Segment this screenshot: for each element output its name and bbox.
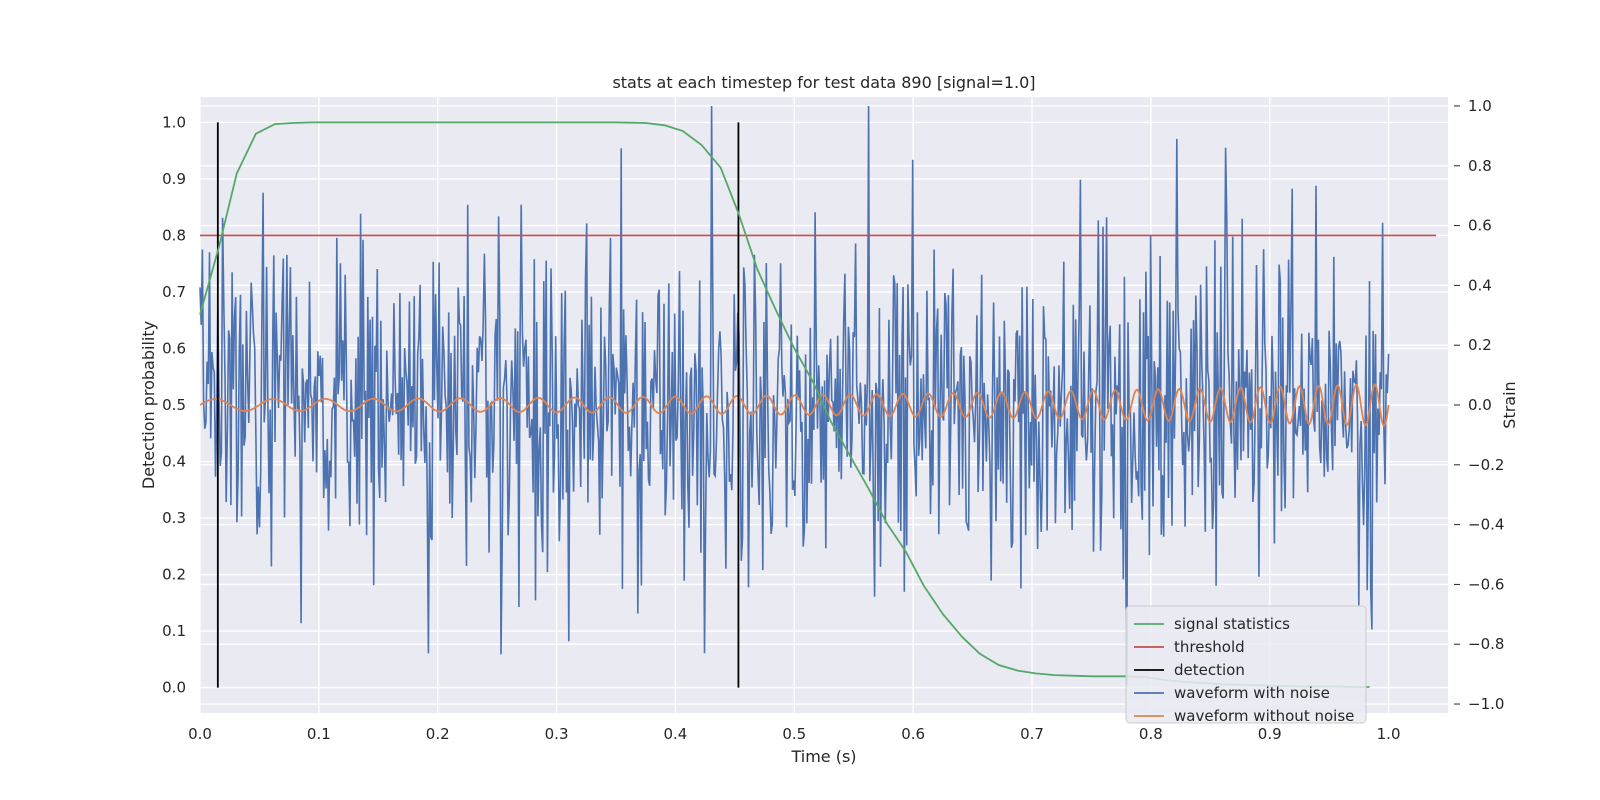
x-axis: 0.0 0.1 0.2 0.3 0.4 0.5 0.6 0.7 0.8 0.9 1.0 (188, 725, 1400, 743)
legend-label: threshold (1174, 638, 1245, 656)
left-y-axis: 0.0 0.1 0.2 0.3 0.4 0.5 0.6 0.7 0.8 0.9 1.0 (162, 113, 186, 696)
y-left-tick-label: 0.6 (162, 339, 186, 357)
x-tick-label: 0.3 (545, 725, 569, 743)
y-left-tick-label: 1.0 (162, 113, 186, 131)
x-axis-label: Time (s) (790, 747, 856, 766)
y-right-tick-label: −0.8 (1468, 635, 1504, 653)
y-right-tick-label: −0.6 (1468, 575, 1504, 593)
y-right-tick-label: 0.2 (1468, 336, 1492, 354)
legend-label: signal statistics (1174, 615, 1290, 633)
legend-label: waveform with noise (1174, 684, 1330, 702)
x-tick-label: 0.2 (426, 725, 450, 743)
y-right-tick-label: 0.6 (1468, 217, 1492, 235)
x-tick-label: 0.8 (1139, 725, 1163, 743)
left-y-axis-label: Detection probability (139, 321, 158, 489)
x-tick-label: 0.1 (307, 725, 331, 743)
y-left-tick-label: 0.7 (162, 283, 186, 301)
chart-title: stats at each timestep for test data 890… (612, 73, 1035, 92)
legend-box (1125, 605, 1367, 724)
y-left-tick-label: 0.0 (162, 679, 186, 697)
legend: signal statistics threshold detection wavef… (1125, 605, 1367, 725)
waveform-without-noise-line (199, 383, 1390, 427)
x-tick-label: 0.5 (782, 725, 806, 743)
x-tick-label: 0.4 (663, 725, 687, 743)
y-right-tick-label: −0.4 (1468, 516, 1504, 534)
x-tick-label: 1.0 (1377, 725, 1401, 743)
y-right-tick-label: 0.0 (1468, 396, 1492, 414)
y-left-tick-label: 0.5 (162, 396, 186, 414)
x-tick-label: 0.0 (188, 725, 212, 743)
y-left-tick-label: 0.8 (162, 226, 186, 244)
x-tick-label: 0.7 (1020, 725, 1044, 743)
y-right-tick-label: −1.0 (1468, 695, 1504, 713)
y-right-tick-label: 1.0 (1468, 97, 1492, 115)
legend-label: waveform without noise (1174, 707, 1354, 725)
y-right-tick-label: −0.2 (1468, 456, 1504, 474)
y-left-tick-label: 0.2 (162, 566, 186, 584)
waveform-with-noise-line (199, 105, 1390, 687)
y-left-tick-label: 0.4 (162, 453, 186, 471)
y-right-tick-label: 0.4 (1468, 276, 1492, 294)
y-right-tick-label: 0.8 (1468, 157, 1492, 175)
plot-area (199, 105, 1437, 688)
x-tick-label: 0.9 (1258, 725, 1282, 743)
y-left-tick-label: 0.9 (162, 170, 186, 188)
x-tick-label: 0.6 (901, 725, 925, 743)
right-y-axis: −1.0 −0.8 −0.6 −0.4 −0.2 0.0 0.2 0.4 0.6 0.8 1.0 (1454, 97, 1504, 713)
y-left-tick-label: 0.1 (162, 622, 186, 640)
legend-label: detection (1174, 661, 1245, 679)
y-left-tick-label: 0.3 (162, 509, 186, 527)
right-y-axis-label: Strain (1500, 381, 1519, 428)
